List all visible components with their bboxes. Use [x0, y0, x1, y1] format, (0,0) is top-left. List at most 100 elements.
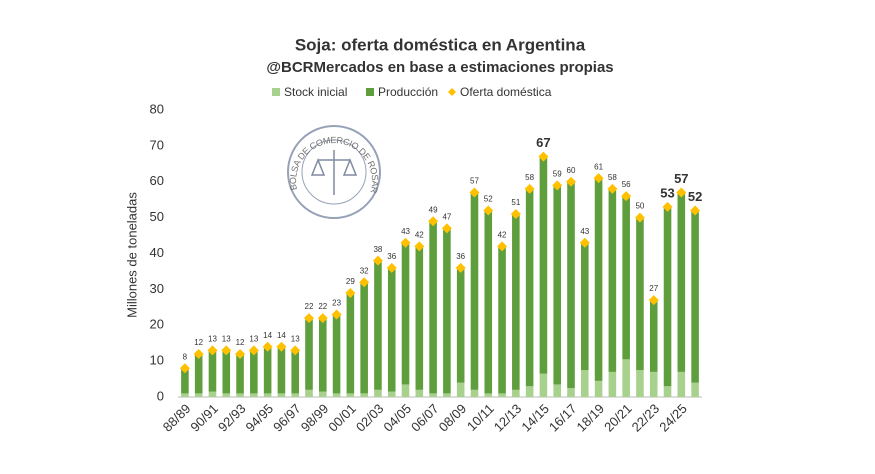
oferta-marker — [566, 176, 576, 187]
bar-segment — [208, 350, 217, 392]
x-tick-label: 04/05 — [380, 401, 414, 435]
oferta-marker — [290, 345, 301, 356]
oferta-marker — [510, 209, 521, 220]
x-tick-label: 98/99 — [298, 401, 332, 435]
oferta-marker — [345, 287, 356, 298]
x-tick-label: 96/97 — [270, 401, 304, 435]
bar-segment — [318, 391, 327, 397]
bar-segment — [443, 228, 451, 394]
bar-segment — [691, 382, 699, 397]
bar-segment — [553, 384, 562, 397]
bar-segment — [374, 260, 382, 390]
bar-segment — [387, 267, 396, 392]
bar-segment — [318, 318, 327, 392]
bar-segment — [525, 188, 534, 387]
bar-segment — [250, 350, 258, 394]
bar-segment — [401, 384, 410, 397]
bar-segment — [429, 393, 437, 397]
value-label: 47 — [442, 212, 451, 221]
bar-segment — [608, 188, 617, 372]
value-label: 43 — [580, 227, 589, 236]
logo-ring — [301, 139, 367, 205]
bar-segment — [539, 373, 548, 397]
value-label: 13 — [291, 334, 300, 343]
x-tick-label: 24/25 — [656, 401, 690, 435]
oferta-marker — [262, 341, 273, 352]
value-label: 61 — [594, 162, 603, 171]
oferta-marker — [276, 341, 287, 352]
bar-segment — [346, 393, 355, 397]
x-tick-label: 14/15 — [518, 401, 552, 435]
value-label: 22 — [318, 302, 327, 311]
value-label: 23 — [332, 299, 341, 308]
bar-segment — [332, 314, 341, 394]
legend-label: Oferta doméstica — [460, 85, 552, 99]
x-tick-label: 10/11 — [464, 401, 497, 434]
bar-segment — [194, 393, 203, 397]
y-tick-label: 70 — [150, 137, 164, 152]
oferta-marker — [552, 180, 563, 191]
bar-segment — [539, 156, 548, 374]
bar-segment — [567, 388, 575, 397]
value-label: 52 — [484, 195, 493, 204]
y-axis-label: Millones de toneladas — [124, 192, 139, 318]
bar-segment — [498, 246, 506, 394]
value-label: 57 — [470, 177, 479, 186]
bar-segment — [622, 196, 630, 360]
logo-scales — [310, 150, 358, 195]
oferta-marker — [690, 205, 701, 216]
oferta-marker — [634, 212, 645, 223]
x-tick-label: 16/17 — [546, 401, 580, 435]
bar-segment — [360, 393, 368, 397]
bar-segment — [663, 206, 672, 387]
bar-segment — [608, 371, 617, 397]
bar-segment — [691, 210, 699, 383]
value-label: 57 — [674, 171, 688, 186]
bar-segment — [291, 393, 300, 397]
value-label: 36 — [456, 252, 465, 261]
y-tick-label: 40 — [150, 245, 164, 260]
oferta-marker — [607, 183, 618, 194]
bar-segment — [263, 346, 272, 394]
value-label: 42 — [498, 230, 507, 239]
y-tick-label: 60 — [150, 173, 164, 188]
bar-segment — [305, 318, 313, 390]
bar-segment — [567, 181, 575, 389]
bar-segment — [470, 389, 479, 397]
bar-segment — [663, 386, 672, 397]
bar-segment — [456, 267, 465, 383]
bar-segment — [622, 359, 630, 397]
bar-segment — [484, 393, 493, 397]
oferta-marker — [207, 345, 218, 356]
oferta-marker — [428, 216, 439, 227]
oferta-marker — [676, 187, 687, 198]
bar-segment — [580, 242, 589, 371]
bar-segment — [443, 393, 451, 397]
oferta-marker — [193, 348, 204, 359]
bar-segment — [484, 210, 493, 394]
bar-segment — [594, 380, 603, 397]
x-tick-label: 92/93 — [215, 401, 249, 435]
bar-segment — [332, 393, 341, 397]
bar-segment — [677, 371, 686, 397]
bar-segment — [374, 389, 382, 397]
value-label: 58 — [525, 173, 534, 182]
y-tick-label: 0 — [157, 388, 164, 403]
legend-label: Stock inicial — [284, 85, 347, 99]
oferta-marker — [524, 183, 535, 194]
oferta-marker — [483, 205, 494, 216]
value-label: 36 — [387, 252, 396, 261]
oferta-marker — [414, 241, 425, 252]
bar-segment — [387, 391, 396, 397]
bar-segment — [512, 214, 520, 390]
oferta-marker — [386, 262, 397, 273]
bar-segment — [346, 292, 355, 394]
bar-segment — [498, 393, 506, 397]
value-label: 27 — [649, 284, 658, 293]
oferta-marker — [317, 313, 328, 324]
bar-segment — [277, 346, 286, 394]
bar-segment — [649, 300, 658, 372]
bar-segment — [525, 386, 534, 397]
bar-segment — [636, 217, 644, 371]
